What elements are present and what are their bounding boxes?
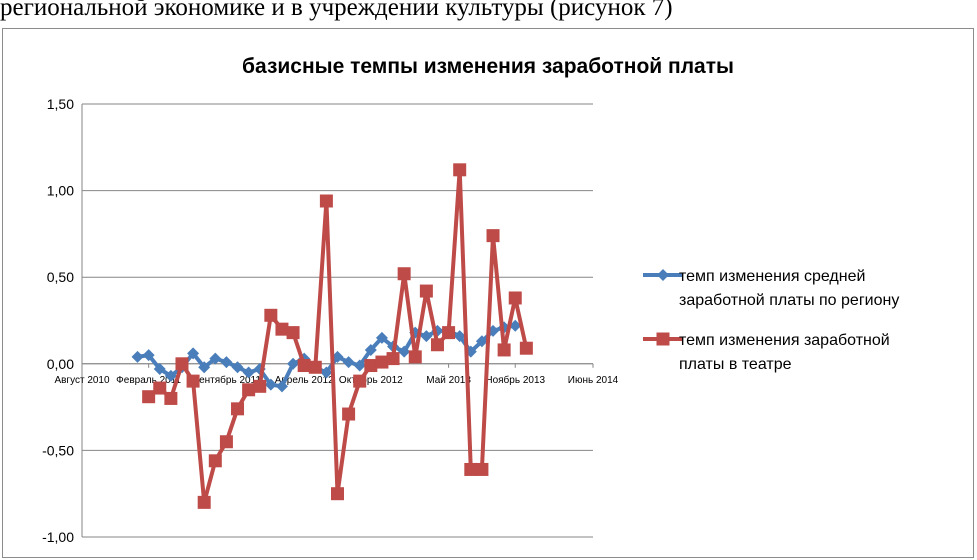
- data-point-square: [331, 487, 344, 501]
- x-tick-label: Февраль 2011: [116, 375, 181, 386]
- data-point-diamond: [342, 356, 355, 369]
- data-point-square: [208, 454, 222, 468]
- data-point-square: [342, 407, 356, 421]
- document-text-line: региональной экономике и в учреждении ку…: [0, 0, 673, 21]
- data-point-diamond: [153, 362, 166, 375]
- data-point-diamond: [264, 378, 277, 391]
- data-point-square: [408, 350, 422, 364]
- x-tick-label: Май 2013: [426, 375, 471, 386]
- data-point-square: [231, 402, 245, 416]
- x-tick-label: Август 2010: [54, 375, 110, 386]
- line-chart: базисные темпы изменения заработной плат…: [42, 55, 899, 545]
- x-tick-label: Апрель 2012: [275, 375, 334, 386]
- data-point-square: [442, 326, 456, 340]
- series-group: [131, 163, 533, 509]
- y-tick-label: -0,50: [42, 442, 74, 458]
- axes: 1,50 1,00 0,50 0,00 -0,50 -1,00 Август 2010 Фев…: [42, 96, 619, 545]
- y-tick-label: 0,50: [47, 269, 74, 285]
- data-point-square: [419, 284, 433, 298]
- data-point-square: [519, 341, 533, 355]
- y-tick-label: 1,50: [47, 96, 74, 112]
- series-line: [147, 167, 529, 505]
- data-point-diamond: [353, 359, 366, 372]
- legend-item-1: темп изменения средней заработной платы п…: [643, 268, 899, 309]
- data-point-square: [275, 322, 289, 336]
- data-point-square: [453, 163, 467, 177]
- x-tick-label: Октябрь 2012: [339, 374, 403, 386]
- legend-label: платы в театре: [679, 356, 792, 373]
- data-point-square: [397, 267, 411, 281]
- legend-marker-square: [656, 332, 670, 346]
- data-point-diamond: [242, 366, 255, 379]
- data-point-square: [475, 462, 489, 476]
- data-point-square: [286, 326, 300, 340]
- data-point-square: [319, 194, 333, 208]
- data-point-square: [197, 495, 211, 509]
- data-point-diamond: [398, 345, 411, 358]
- data-point-diamond: [331, 350, 344, 363]
- data-point-diamond: [287, 357, 300, 370]
- data-point-diamond: [509, 319, 522, 332]
- x-tick-label: Ноябрь 2013: [485, 374, 545, 386]
- legend-label: темп изменения заработной: [679, 332, 890, 349]
- legend-marker-diamond: [657, 269, 669, 281]
- data-point-square: [297, 359, 311, 373]
- data-point-diamond: [187, 347, 200, 360]
- x-tick-label: Сентябрь 2011: [192, 374, 262, 386]
- y-tick-label: 0,00: [47, 356, 74, 372]
- data-point-square: [364, 359, 378, 373]
- data-point-square: [253, 379, 267, 393]
- series-2: [142, 163, 533, 509]
- data-point-square: [508, 291, 522, 305]
- chart-area: базисные темпы изменения заработной плат…: [2, 28, 974, 558]
- data-point-diamond: [164, 369, 177, 382]
- data-point-diamond: [275, 380, 288, 393]
- data-point-square: [164, 391, 178, 405]
- data-point-square: [486, 229, 500, 243]
- data-point-diamond: [375, 331, 388, 344]
- legend: темп изменения средней заработной платы п…: [643, 268, 899, 373]
- data-point-square: [242, 383, 256, 397]
- data-point-square: [464, 462, 478, 476]
- data-point-diamond: [420, 330, 433, 343]
- data-point-diamond: [198, 361, 211, 374]
- data-point-diamond: [209, 352, 222, 365]
- legend-item-2: темп изменения заработной платы в театре: [643, 332, 890, 373]
- data-point-diamond: [475, 335, 488, 348]
- data-point-square: [142, 390, 156, 404]
- legend-label: темп изменения средней: [679, 268, 865, 285]
- data-point-diamond: [220, 356, 233, 369]
- legend-label: заработной платы по региону: [679, 292, 899, 309]
- data-point-square: [430, 338, 444, 352]
- data-point-diamond: [453, 330, 466, 343]
- data-point-square: [153, 381, 167, 395]
- data-point-square: [386, 352, 400, 366]
- chart-title: базисные темпы изменения заработной плат…: [242, 55, 734, 78]
- data-point-diamond: [320, 366, 333, 379]
- data-point-square: [186, 374, 200, 388]
- data-point-square: [219, 435, 233, 449]
- data-point-square: [308, 360, 322, 374]
- data-point-diamond: [364, 343, 377, 356]
- data-point-diamond: [131, 350, 144, 363]
- data-point-square: [175, 357, 189, 371]
- data-point-diamond: [231, 361, 244, 374]
- data-point-diamond: [142, 349, 155, 362]
- data-point-square: [353, 374, 367, 388]
- y-tick-label: -1,00: [42, 529, 74, 545]
- data-point-square: [264, 308, 278, 322]
- data-point-square: [497, 343, 511, 357]
- y-tick-label: 1,00: [47, 183, 74, 199]
- x-tick-label: Июнь 2014: [568, 375, 619, 386]
- data-point-square: [375, 355, 389, 369]
